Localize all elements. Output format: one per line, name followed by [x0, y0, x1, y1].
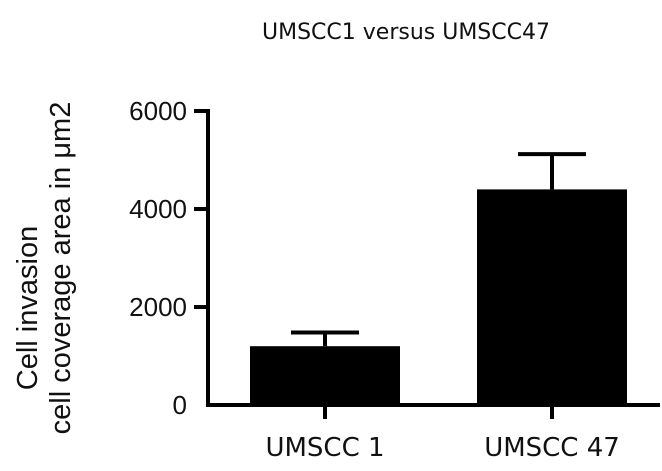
x-ticks: UMSCC 1 UMSCC 47 — [265, 405, 620, 463]
y-tick-label: 6000 — [129, 96, 187, 126]
x-tick-label: UMSCC 1 — [265, 433, 384, 463]
bars — [250, 189, 627, 405]
y-ticks: 0 2000 4000 6000 — [129, 96, 208, 420]
chart-title: UMSCC1 versus UMSCC47 — [262, 20, 550, 45]
y-tick-label: 2000 — [129, 292, 187, 322]
y-axis-label-line-1: Cell invasion — [12, 226, 44, 390]
y-tick-label: 4000 — [129, 194, 187, 224]
x-tick-label: UMSCC 47 — [484, 433, 620, 463]
y-axis-label: Cell invasion cell coverage area in μm2 — [12, 102, 77, 435]
y-tick-label: 0 — [173, 390, 187, 420]
error-bars — [291, 152, 586, 347]
bar — [477, 189, 627, 405]
bar — [250, 346, 400, 405]
y-axis-label-line-2: cell coverage area in μm2 — [45, 102, 77, 435]
